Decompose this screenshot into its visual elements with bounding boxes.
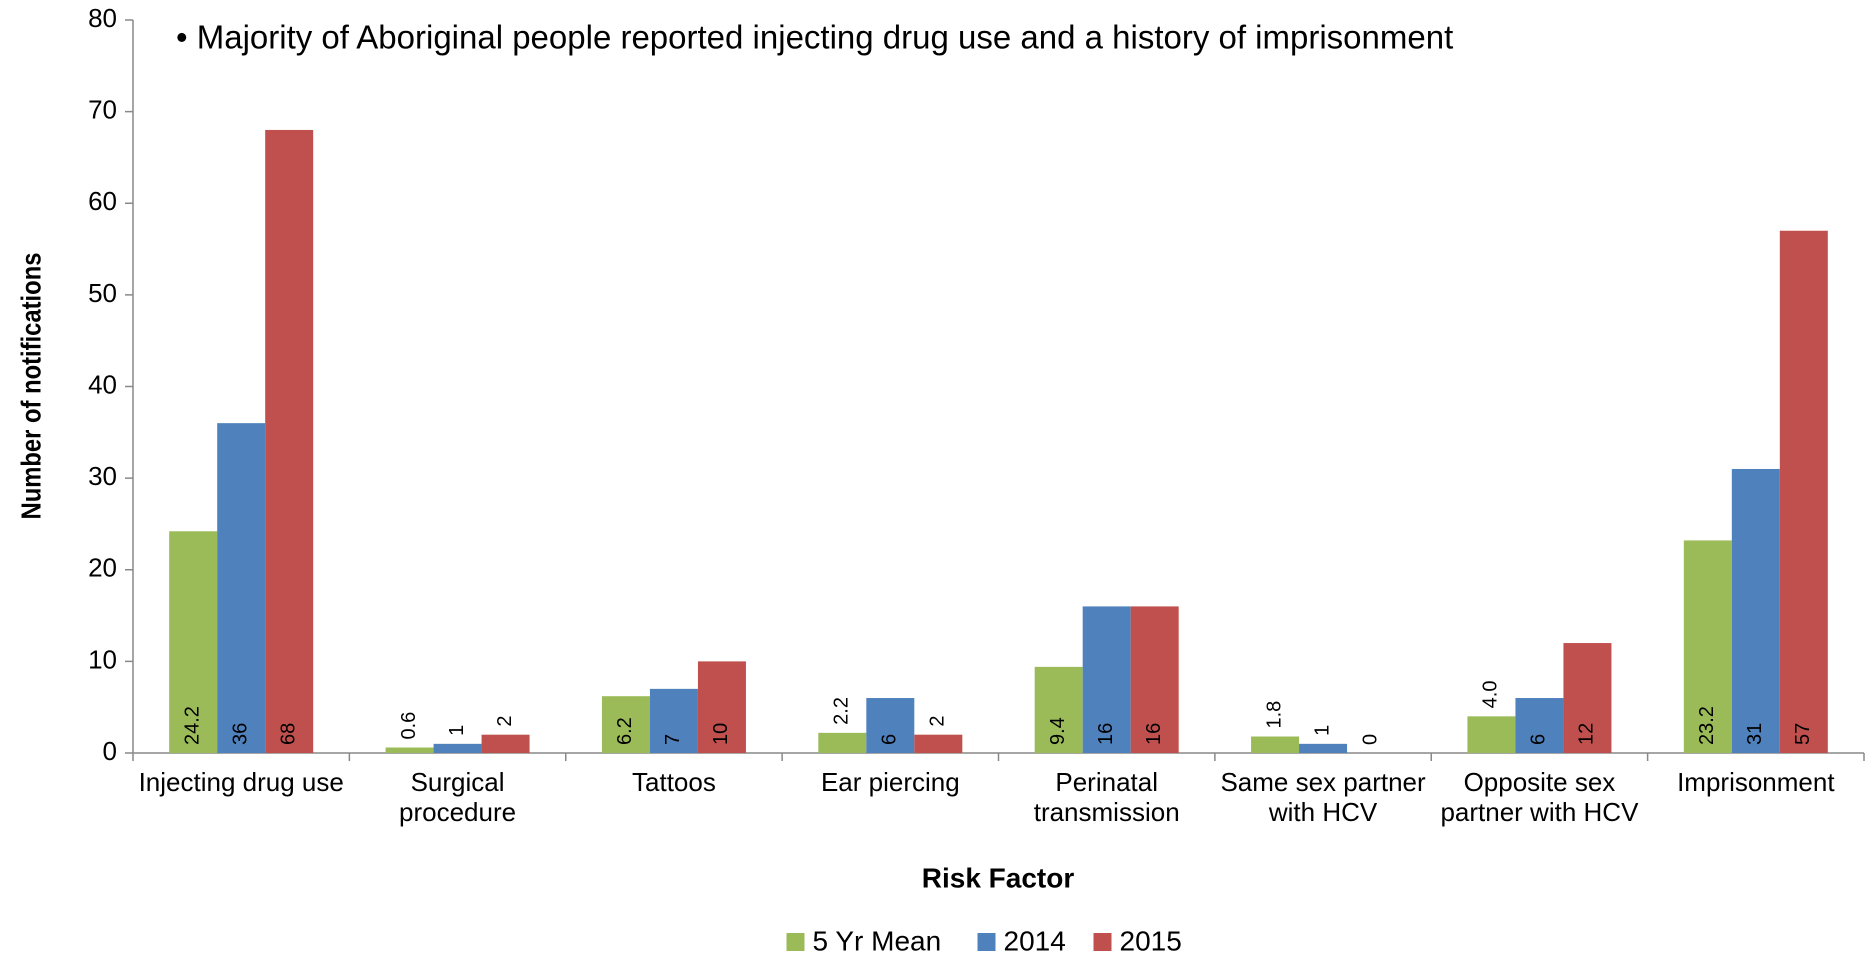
legend-label: 2015 xyxy=(1120,925,1182,956)
data-label: 2 xyxy=(494,716,516,727)
data-label: 24.2 xyxy=(181,706,203,745)
y-tick-label: 60 xyxy=(88,186,117,216)
legend-label: 2014 xyxy=(1004,925,1066,956)
y-axis-title: Number of notifications xyxy=(15,253,47,520)
legend-swatch xyxy=(786,933,805,951)
bar xyxy=(1082,606,1131,753)
bar xyxy=(1130,606,1179,753)
bar xyxy=(265,129,314,753)
y-tick-label: 50 xyxy=(88,278,117,308)
bar xyxy=(601,696,650,753)
bar xyxy=(914,734,963,753)
bar xyxy=(1731,468,1780,753)
data-label: 36 xyxy=(229,723,251,745)
bar xyxy=(1515,698,1564,753)
x-tick-label: Imprisonment xyxy=(1677,767,1835,797)
data-label: 7 xyxy=(662,734,684,745)
bar xyxy=(385,747,434,753)
x-tick-label: Opposite sex partner with HCV xyxy=(1440,767,1639,827)
data-label: 1 xyxy=(446,725,468,736)
bar xyxy=(1779,230,1828,754)
data-label: 16 xyxy=(1095,723,1117,745)
data-label: 12 xyxy=(1576,723,1598,745)
bar xyxy=(1251,736,1300,753)
data-label: 2.2 xyxy=(831,697,853,725)
bar xyxy=(1467,716,1516,753)
x-tick-label: Perinatal transmission xyxy=(1033,767,1180,827)
x-tick-label: Injecting drug use xyxy=(138,767,344,797)
data-label: 0 xyxy=(1359,734,1381,745)
data-label: 23.2 xyxy=(1696,706,1718,745)
bar xyxy=(818,732,867,753)
x-tick-label: Surgical procedure xyxy=(399,767,517,827)
legend-swatch xyxy=(977,933,996,951)
annotation: • Majority of Aboriginal people reported… xyxy=(176,19,1453,56)
bar xyxy=(866,698,915,753)
data-label: 6.2 xyxy=(614,717,636,745)
y-tick-label: 0 xyxy=(103,736,117,766)
y-tick-label: 80 xyxy=(88,3,117,33)
bar xyxy=(1299,743,1348,753)
y-tick-label: 20 xyxy=(88,553,117,583)
bar xyxy=(481,734,530,753)
bar xyxy=(1563,643,1612,753)
data-label: 16 xyxy=(1143,723,1165,745)
data-label: 1.8 xyxy=(1263,701,1285,729)
x-tick-label: Same sex partner with HCV xyxy=(1220,767,1426,827)
data-label: 9.4 xyxy=(1047,717,1069,745)
data-label: 4.0 xyxy=(1480,681,1502,709)
data-label: 31 xyxy=(1744,723,1766,745)
bar xyxy=(433,743,482,753)
bar xyxy=(649,688,698,753)
data-label: 68 xyxy=(277,723,299,745)
legend-swatch xyxy=(1093,933,1112,951)
data-label: 57 xyxy=(1792,723,1814,745)
data-label: 10 xyxy=(710,723,732,745)
data-label: 6 xyxy=(879,734,901,745)
data-label: 1 xyxy=(1311,725,1333,736)
y-tick-label: 40 xyxy=(88,369,117,399)
y-tick-label: 30 xyxy=(88,461,117,491)
data-label: 2 xyxy=(927,716,949,727)
bar xyxy=(1034,666,1083,753)
x-tick-label: Ear piercing xyxy=(820,767,960,797)
data-label: 6 xyxy=(1528,734,1550,745)
x-axis-title: Risk Factor xyxy=(922,862,1075,893)
bar xyxy=(169,531,218,753)
bar xyxy=(1683,540,1732,753)
y-tick-label: 70 xyxy=(88,95,117,125)
x-tick-label: Tattoos xyxy=(632,767,716,797)
data-label: 0.6 xyxy=(398,712,420,740)
y-tick-label: 10 xyxy=(88,644,117,674)
bar xyxy=(697,661,746,753)
bar xyxy=(217,423,266,753)
legend-label: 5 Yr Mean xyxy=(813,925,942,956)
